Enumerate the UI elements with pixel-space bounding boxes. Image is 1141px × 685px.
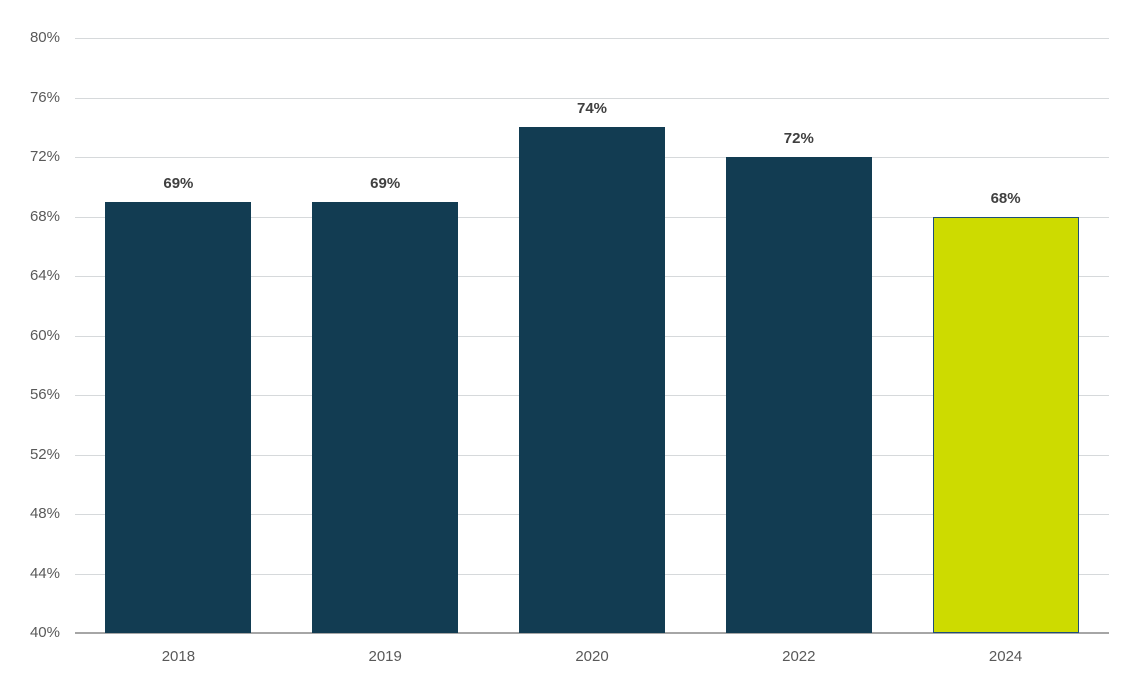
y-tick-label-72: 72%	[29, 148, 60, 165]
x-tick-label-2020: 2020	[575, 648, 609, 665]
x-tick-label-2018: 2018	[161, 648, 196, 665]
bar-2020	[519, 127, 665, 633]
y-tick-label-56: 56%	[29, 386, 60, 403]
y-tick-label-76: 76%	[29, 88, 60, 106]
bar-value-label-2019: 69%	[370, 174, 401, 192]
bar-2018	[105, 201, 252, 633]
bar-value-label-2024: 68%	[990, 189, 1021, 207]
bar-value-label-2018: 69%	[163, 174, 194, 192]
x-tick-label-2022: 2022	[782, 648, 816, 665]
y-tick-label-40: 40%	[29, 624, 60, 641]
x-tick-label-2024: 2024	[988, 648, 1023, 665]
y-tick-label-68: 68%	[29, 207, 60, 225]
y-tick-label-48: 48%	[29, 505, 60, 522]
y-tick-label-60: 60%	[29, 326, 60, 344]
bar-value-label-2022: 72%	[783, 130, 814, 147]
x-tick-label-2019: 2019	[368, 648, 402, 665]
y-gridline-76	[75, 97, 1109, 99]
y-tick-label-44: 44%	[29, 564, 60, 582]
y-tick-label-64: 64%	[29, 267, 60, 284]
bar-2022	[725, 157, 872, 633]
bar-2024	[932, 216, 1079, 633]
y-gridline-80	[75, 38, 1109, 39]
y-tick-label-52: 52%	[29, 445, 60, 463]
y-tick-label-80: 80%	[29, 29, 60, 46]
bar-value-label-2020: 74%	[576, 100, 608, 118]
bar-2019	[312, 201, 459, 633]
